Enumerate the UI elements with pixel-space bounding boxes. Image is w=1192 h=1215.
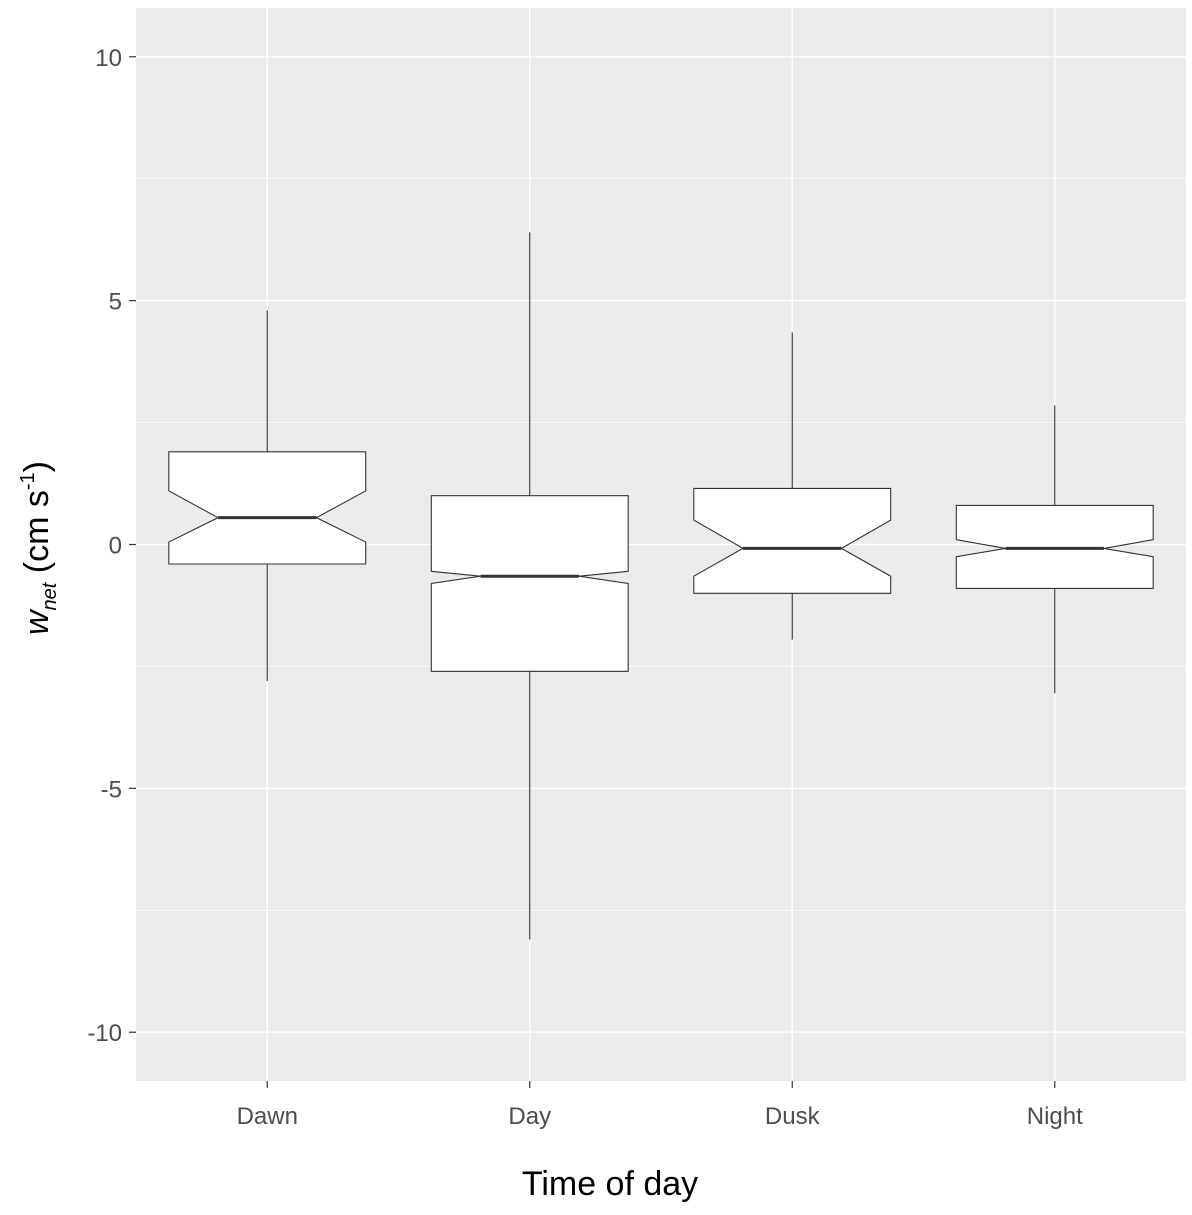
y-axis-title-subscript: net [39, 581, 61, 610]
x-tick-label: Day [508, 1103, 551, 1130]
y-axis-title-main: w [18, 608, 56, 635]
y-axis-title-unit-prefix: (cm s [18, 490, 56, 583]
y-tick-label: 10 [95, 45, 122, 72]
x-axis-title: Time of day [522, 1165, 698, 1203]
x-tick-label: Dusk [765, 1103, 821, 1130]
notched-box [168, 451, 367, 565]
box-dusk [693, 332, 892, 640]
notched-box [693, 487, 892, 594]
y-tick-label: 5 [109, 289, 122, 316]
y-tick-label: -10 [87, 1020, 122, 1047]
y-axis-title-unit-suffix: ) [18, 461, 56, 472]
boxes [168, 232, 1154, 940]
x-tick-label: Night [1027, 1103, 1083, 1130]
y-tick-label: 0 [109, 533, 122, 560]
box-night [955, 405, 1154, 694]
y-axis-title: wnet (cm s-1) [17, 461, 61, 635]
x-tick-label: Dawn [237, 1103, 298, 1130]
axes: -10 -5 0 5 10 Dawn Day Dusk Night [87, 45, 1083, 1130]
y-axis-title-superscript: -1 [17, 472, 39, 490]
box-dawn [168, 310, 367, 682]
y-tick-label: -5 [101, 776, 122, 803]
box-day [430, 232, 629, 940]
notched-box [430, 495, 629, 672]
